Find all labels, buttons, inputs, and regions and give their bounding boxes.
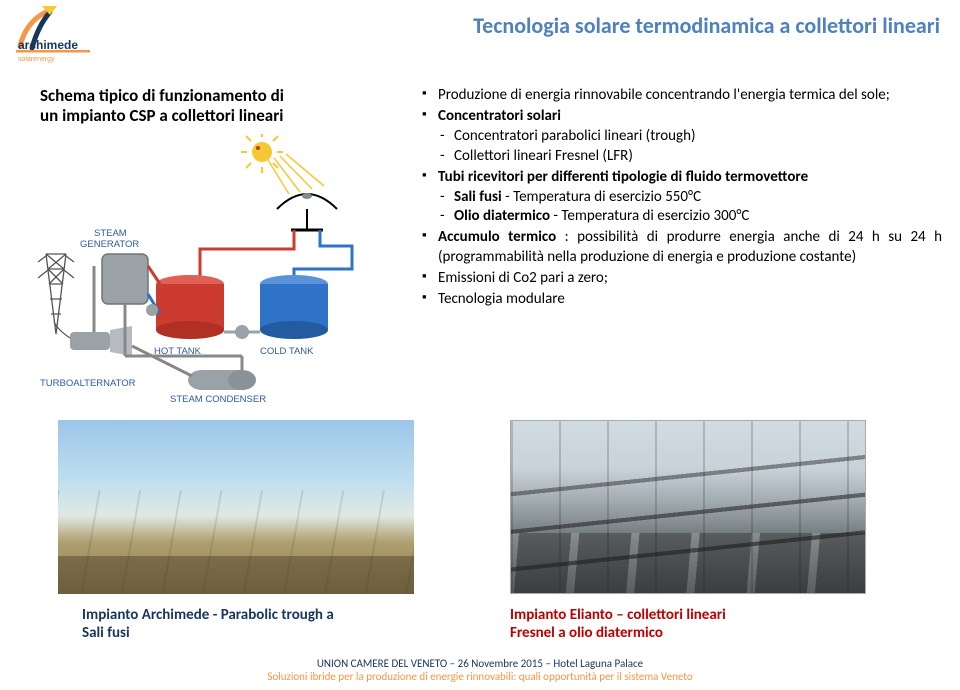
caption-right-l1: Impianto Elianto – collettori lineari <box>510 606 726 624</box>
bullet-2: Concentratori solari Concentratori parab… <box>422 107 942 166</box>
subheading-line2: un impianto CSP a collettori lineari <box>40 105 283 126</box>
caption-left-l1: Impianto Archimede - Parabolic trough a <box>82 606 334 624</box>
cold-tank-icon <box>260 275 328 339</box>
slide: archimede solarenergy Tecnologia solare … <box>0 0 960 690</box>
bullet-4-b: Accumulo termico <box>438 228 556 246</box>
bullet-1: Produzione di energia rinnovabile concen… <box>422 86 942 105</box>
hot-tank-icon <box>156 275 224 339</box>
caption-right: Impianto Elianto – collettori lineari Fr… <box>510 606 840 642</box>
csp-schematic: HOT TANK COLD TANK STEAMGENERATOR <box>32 134 382 404</box>
footer-line1: UNION CAMERE DEL VENETO – 26 Novembre 20… <box>0 657 960 671</box>
bullet-4: Accumulo termico : possibilità di produr… <box>422 228 942 266</box>
photo-elianto <box>510 420 866 594</box>
subheading-line1: Schema tipico di funzionamento di <box>40 85 284 106</box>
bullet-3-sub-2-b: Olio diatermico <box>454 207 550 225</box>
footer-line2: Soluzioni ibride per la produzione di en… <box>0 670 960 684</box>
bullet-3-sub-1-b: Sali fusi <box>454 188 502 206</box>
bullet-6: Tecnologia modulare <box>422 290 942 309</box>
page-title: Tecnologia solare termodinamica a collet… <box>0 12 940 39</box>
steam-generator-icon <box>102 254 148 304</box>
brand-sub: solarenergy <box>18 56 55 63</box>
footer: UNION CAMERE DEL VENETO – 26 Novembre 20… <box>0 657 960 685</box>
caption-left-l2: Sali fusi <box>82 624 130 642</box>
bullet-2-lead: Concentratori solari <box>438 107 561 125</box>
steam-generator-label: STEAMGENERATOR <box>80 228 139 250</box>
bullet-2-sub-1: Concentratori parabolici lineari (trough… <box>440 127 942 146</box>
caption-left: Impianto Archimede - Parabolic trough a … <box>82 606 412 642</box>
pylon-icon <box>38 254 74 334</box>
bullet-3-lead: Tubi ricevitori per differenti tipologie… <box>438 168 808 186</box>
brand-name: archimede <box>18 38 78 52</box>
bullet-3-sub-2: Olio diatermico - Temperatura di eserciz… <box>440 207 942 226</box>
bullet-3: Tubi ricevitori per differenti tipologie… <box>422 168 942 227</box>
bullets: Produzione di energia rinnovabile concen… <box>422 86 942 311</box>
bullet-5: Emissioni di Co2 pari a zero; <box>422 269 942 288</box>
bullet-2-sub-2: Collettori lineari Fresnel (LFR) <box>440 147 942 166</box>
bullet-3-sub-1: Sali fusi - Temperatura di esercizio 550… <box>440 188 942 207</box>
subheading: Schema tipico di funzionamento di un imp… <box>40 86 380 127</box>
bullet-3-sub-2-r: - Temperatura di esercizio 300°C <box>550 207 749 225</box>
photo-archimede <box>58 420 414 594</box>
bullet-3-sub-1-r: - Temperatura di esercizio 550°C <box>502 188 701 206</box>
cold-tank-label: COLD TANK <box>260 346 314 357</box>
caption-right-l2: Fresnel a olio diatermico <box>510 624 663 642</box>
turboalternator-label: TURBOALTERNATOR <box>40 378 136 389</box>
steam-condenser-label: STEAM CONDENSER <box>170 394 266 404</box>
